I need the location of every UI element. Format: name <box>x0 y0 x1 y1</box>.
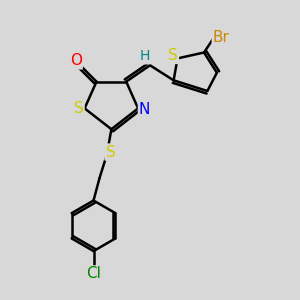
Text: H: H <box>140 50 150 63</box>
Text: O: O <box>70 53 82 68</box>
Text: S: S <box>74 101 83 116</box>
Text: Cl: Cl <box>86 266 101 281</box>
Text: Br: Br <box>213 30 230 45</box>
Text: S: S <box>106 145 115 160</box>
Text: S: S <box>168 48 178 63</box>
Text: N: N <box>139 102 150 117</box>
